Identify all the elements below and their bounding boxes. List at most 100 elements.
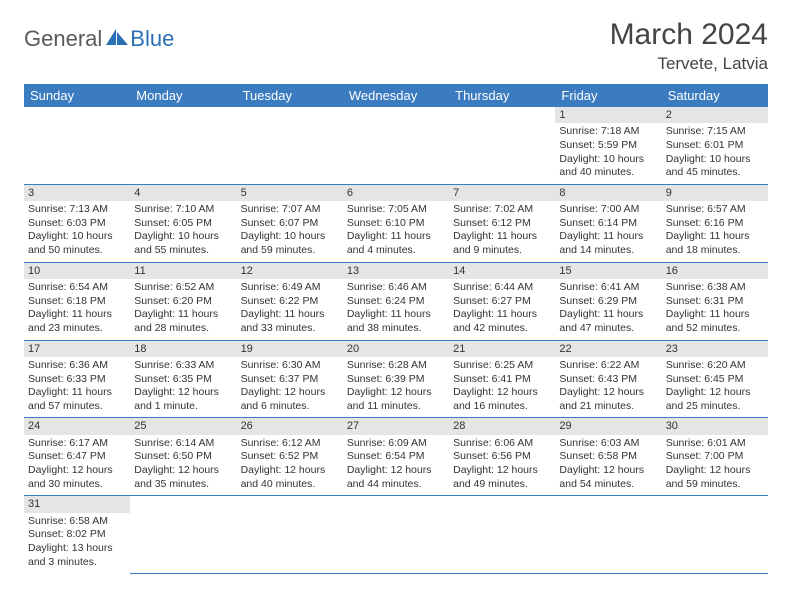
daylight-text: and 28 minutes.: [134, 322, 232, 336]
day-number: 6: [343, 185, 449, 201]
sunset-text: Sunset: 6:03 PM: [28, 217, 126, 231]
daylight-text: Daylight: 12 hours: [453, 464, 551, 478]
daylight-text: and 42 minutes.: [453, 322, 551, 336]
calendar-day-cell: 7Sunrise: 7:02 AMSunset: 6:12 PMDaylight…: [449, 184, 555, 262]
calendar-table: Sunday Monday Tuesday Wednesday Thursday…: [24, 84, 768, 574]
sunrise-text: Sunrise: 6:49 AM: [241, 281, 339, 295]
sunset-text: Sunset: 6:33 PM: [28, 373, 126, 387]
weekday-header: Wednesday: [343, 84, 449, 107]
sunrise-text: Sunrise: 7:10 AM: [134, 203, 232, 217]
sunset-text: Sunset: 6:41 PM: [453, 373, 551, 387]
sunset-text: Sunset: 6:45 PM: [666, 373, 764, 387]
calendar-day-cell: 2Sunrise: 7:15 AMSunset: 6:01 PMDaylight…: [662, 107, 768, 184]
daylight-text: Daylight: 11 hours: [666, 230, 764, 244]
sunset-text: Sunset: 6:12 PM: [453, 217, 551, 231]
sunrise-text: Sunrise: 6:52 AM: [134, 281, 232, 295]
daylight-text: and 33 minutes.: [241, 322, 339, 336]
daylight-text: Daylight: 11 hours: [241, 308, 339, 322]
daylight-text: Daylight: 12 hours: [559, 464, 657, 478]
sunset-text: Sunset: 6:39 PM: [347, 373, 445, 387]
sunset-text: Sunset: 6:35 PM: [134, 373, 232, 387]
daylight-text: Daylight: 12 hours: [666, 464, 764, 478]
sunset-text: Sunset: 8:02 PM: [28, 528, 126, 542]
sunrise-text: Sunrise: 7:00 AM: [559, 203, 657, 217]
sunrise-text: Sunrise: 6:57 AM: [666, 203, 764, 217]
day-number: 17: [24, 341, 130, 357]
daylight-text: and 40 minutes.: [559, 166, 657, 180]
location: Tervete, Latvia: [610, 54, 768, 74]
daylight-text: Daylight: 10 hours: [241, 230, 339, 244]
day-number: 19: [237, 341, 343, 357]
daylight-text: Daylight: 11 hours: [134, 308, 232, 322]
day-number: 9: [662, 185, 768, 201]
sunrise-text: Sunrise: 6:58 AM: [28, 515, 126, 529]
calendar-week-row: 24Sunrise: 6:17 AMSunset: 6:47 PMDayligh…: [24, 418, 768, 496]
daylight-text: Daylight: 11 hours: [28, 386, 126, 400]
daylight-text: and 55 minutes.: [134, 244, 232, 258]
daylight-text: and 9 minutes.: [453, 244, 551, 258]
calendar-day-cell: 12Sunrise: 6:49 AMSunset: 6:22 PMDayligh…: [237, 262, 343, 340]
calendar-day-cell: [130, 496, 236, 573]
daylight-text: Daylight: 12 hours: [559, 386, 657, 400]
sunrise-text: Sunrise: 6:12 AM: [241, 437, 339, 451]
sunset-text: Sunset: 6:52 PM: [241, 450, 339, 464]
sunrise-text: Sunrise: 6:20 AM: [666, 359, 764, 373]
sunrise-text: Sunrise: 6:30 AM: [241, 359, 339, 373]
calendar-day-cell: [237, 107, 343, 184]
daylight-text: and 11 minutes.: [347, 400, 445, 414]
daylight-text: Daylight: 12 hours: [241, 464, 339, 478]
daylight-text: and 47 minutes.: [559, 322, 657, 336]
calendar-body: 1Sunrise: 7:18 AMSunset: 5:59 PMDaylight…: [24, 107, 768, 573]
calendar-day-cell: 6Sunrise: 7:05 AMSunset: 6:10 PMDaylight…: [343, 184, 449, 262]
day-number: 30: [662, 418, 768, 434]
daylight-text: Daylight: 12 hours: [241, 386, 339, 400]
daylight-text: Daylight: 12 hours: [347, 464, 445, 478]
sunset-text: Sunset: 6:50 PM: [134, 450, 232, 464]
day-number: 4: [130, 185, 236, 201]
sunset-text: Sunset: 6:56 PM: [453, 450, 551, 464]
sunset-text: Sunset: 6:16 PM: [666, 217, 764, 231]
day-number: 18: [130, 341, 236, 357]
daylight-text: Daylight: 11 hours: [666, 308, 764, 322]
sunrise-text: Sunrise: 7:02 AM: [453, 203, 551, 217]
day-number: 26: [237, 418, 343, 434]
calendar-day-cell: 17Sunrise: 6:36 AMSunset: 6:33 PMDayligh…: [24, 340, 130, 418]
daylight-text: Daylight: 10 hours: [666, 153, 764, 167]
daylight-text: and 57 minutes.: [28, 400, 126, 414]
day-number: 31: [24, 496, 130, 512]
calendar-day-cell: [555, 496, 661, 573]
sunset-text: Sunset: 6:05 PM: [134, 217, 232, 231]
sunset-text: Sunset: 6:24 PM: [347, 295, 445, 309]
sunset-text: Sunset: 6:29 PM: [559, 295, 657, 309]
sunset-text: Sunset: 6:22 PM: [241, 295, 339, 309]
daylight-text: and 44 minutes.: [347, 478, 445, 492]
calendar-day-cell: 31Sunrise: 6:58 AMSunset: 8:02 PMDayligh…: [24, 496, 130, 573]
sunrise-text: Sunrise: 6:03 AM: [559, 437, 657, 451]
calendar-week-row: 31Sunrise: 6:58 AMSunset: 8:02 PMDayligh…: [24, 496, 768, 573]
day-number: 27: [343, 418, 449, 434]
sail-icon: [106, 29, 128, 45]
weekday-header: Sunday: [24, 84, 130, 107]
sunset-text: Sunset: 6:18 PM: [28, 295, 126, 309]
day-number: 5: [237, 185, 343, 201]
daylight-text: and 18 minutes.: [666, 244, 764, 258]
sunset-text: Sunset: 6:20 PM: [134, 295, 232, 309]
day-number: 14: [449, 263, 555, 279]
sunset-text: Sunset: 6:01 PM: [666, 139, 764, 153]
calendar-week-row: 10Sunrise: 6:54 AMSunset: 6:18 PMDayligh…: [24, 262, 768, 340]
daylight-text: and 49 minutes.: [453, 478, 551, 492]
daylight-text: and 38 minutes.: [347, 322, 445, 336]
sunset-text: Sunset: 6:07 PM: [241, 217, 339, 231]
daylight-text: and 59 minutes.: [241, 244, 339, 258]
daylight-text: and 40 minutes.: [241, 478, 339, 492]
calendar-day-cell: [24, 107, 130, 184]
header: General Blue March 2024 Tervete, Latvia: [24, 18, 768, 74]
calendar-day-cell: 4Sunrise: 7:10 AMSunset: 6:05 PMDaylight…: [130, 184, 236, 262]
sunrise-text: Sunrise: 6:22 AM: [559, 359, 657, 373]
daylight-text: and 54 minutes.: [559, 478, 657, 492]
sunrise-text: Sunrise: 6:46 AM: [347, 281, 445, 295]
sunrise-text: Sunrise: 6:38 AM: [666, 281, 764, 295]
daylight-text: Daylight: 12 hours: [134, 464, 232, 478]
calendar-day-cell: 25Sunrise: 6:14 AMSunset: 6:50 PMDayligh…: [130, 418, 236, 496]
logo-text-general: General: [24, 26, 102, 52]
